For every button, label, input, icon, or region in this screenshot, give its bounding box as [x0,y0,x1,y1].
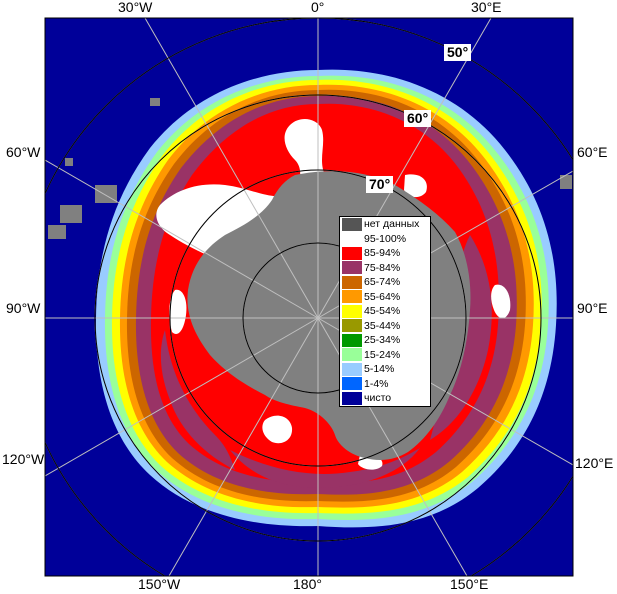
legend-label: 35-44% [364,319,401,332]
lon-label-120e: 120°E [575,455,614,471]
ice-patch-95-100-small-1 [404,174,427,198]
ice-patch-75-84-south [230,448,420,488]
lon-label-150e: 150°E [450,576,489,592]
legend-label: 85-94% [364,247,401,260]
legend-label: 15-24% [364,348,401,361]
map-frame [44,17,574,577]
legend-item: 55-64% [340,290,430,305]
legend-item: 85-94% [340,246,430,261]
legend-swatch [342,362,362,376]
legend-item: 65-74% [340,275,430,290]
legend-swatch [342,217,362,231]
legend-swatch [342,232,362,246]
lon-label-120w: 120°W [2,451,45,467]
legend-swatch [342,261,362,275]
land-grid-cell [60,205,82,223]
legend-label: чисто [364,392,392,405]
lon-label-60w: 60°W [6,144,41,160]
lon-label-150w: 150°W [138,576,181,592]
legend-item: 75-84% [340,261,430,276]
lat-label-60: 60° [404,110,432,127]
legend-label: 65-74% [364,276,401,289]
legend-swatch [342,290,362,304]
lon-label-90w: 90°W [6,300,41,316]
lon-label-30w: 30°W [118,0,153,15]
lon-label-0: 0° [311,0,325,15]
legend-swatch [342,304,362,318]
legend-label: нет данных [364,218,420,231]
legend-item: 1-4% [340,377,430,392]
legend-item: 35-44% [340,319,430,334]
legend-swatch [342,275,362,289]
legend-item: чисто [340,391,430,406]
ice-patch-95-100-small-3 [169,289,187,335]
legend-label: 45-54% [364,305,401,318]
legend-item: 25-34% [340,333,430,348]
legend-swatch [342,319,362,333]
legend-swatch [342,348,362,362]
legend-swatch [342,333,362,347]
lon-label-180: 180° [293,576,322,592]
legend-swatch [342,377,362,391]
land-grid-cell [48,225,66,239]
legend-label: 95-100% [364,232,407,245]
legend-item: 45-54% [340,304,430,319]
legend-label: 1-4% [364,377,389,390]
legend-label: 25-34% [364,334,401,347]
land-grid-cell [65,158,73,166]
legend-item: нет данных [340,217,430,232]
lat-label-50: 50° [444,44,472,61]
ice-patch-95-100-weddell [156,118,325,262]
legend-swatch [342,391,362,405]
legend-label: 5-14% [364,363,395,376]
lat-label-70: 70° [366,176,394,193]
legend-item: 95-100% [340,232,430,247]
land-grid-cell [560,175,572,189]
map-legend: нет данных 95-100% 85-94% 75-84% 65-74% 55-64… [339,216,431,407]
legend-label: 75-84% [364,261,401,274]
legend-swatch [342,246,362,260]
land-grid-cell [150,98,160,106]
lon-label-30e: 30°E [471,0,502,15]
ice-patch-95-100-small-5 [491,284,511,319]
legend-label: 55-64% [364,290,401,303]
lon-label-60e: 60°E [577,144,608,160]
legend-item: 15-24% [340,348,430,363]
legend-item: 5-14% [340,362,430,377]
lon-label-90e: 90°E [577,300,608,316]
ice-patch-95-100-small-2 [262,415,293,444]
